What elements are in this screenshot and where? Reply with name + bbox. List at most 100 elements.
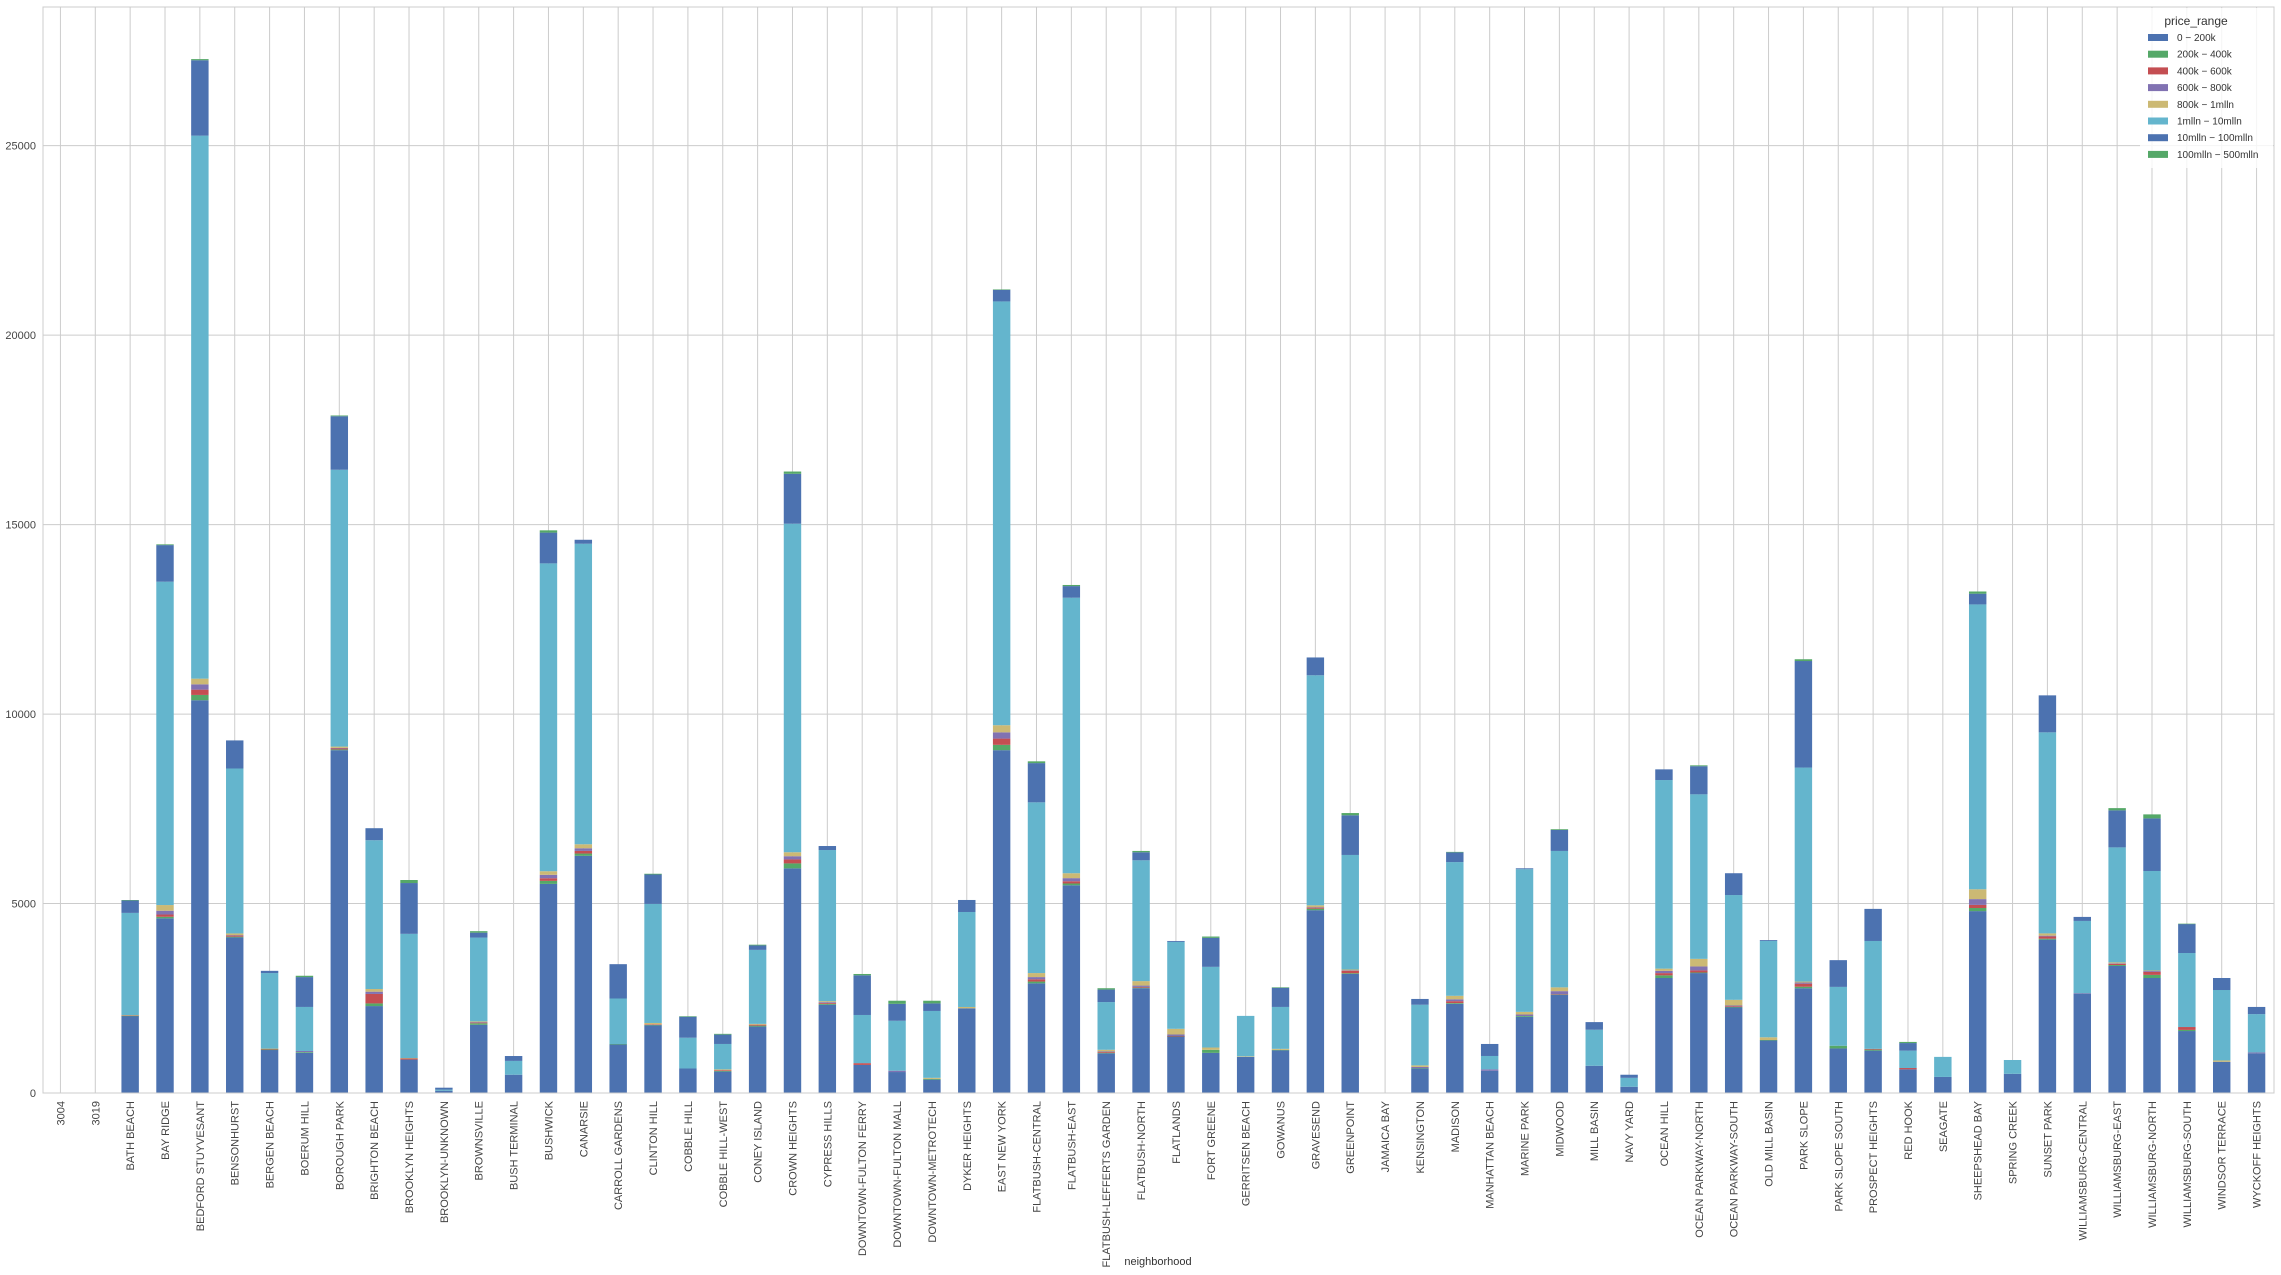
legend-label: 600k − 800k [2177,83,2233,94]
x-tick-label: WILLIAMSBURG-EAST [2112,1101,2124,1218]
legend-label: 1mlln − 10mlln [2177,117,2242,128]
bar-segment-5 [539,563,558,872]
bar-segment-0 [470,1024,488,1093]
bar-segment-0 [1271,1050,1290,1093]
x-tick-label: SEAGATE [1938,1101,1950,1152]
x-tick-label: DOWNTOWN-FULTON FERRY [857,1100,869,1256]
bar-segment-1 [1724,1007,1743,1008]
bar-segment-2 [1167,1036,1185,1037]
bar-segment-1 [2178,1029,2196,1032]
bar-segment-6 [2178,924,2196,954]
bar-segment-5 [1027,802,1046,974]
bar-segment-5 [400,933,418,1059]
x-tick-label: BROOKLYN-UNKNOWN [439,1101,451,1223]
bar-segment-7 [470,931,488,933]
bar-segment-2 [539,878,558,881]
bar-segment-0 [156,918,174,1093]
bar-segment-0 [295,1052,314,1093]
bar-segment-5 [2178,953,2196,1028]
x-tick-label: BROOKLYN HEIGHTS [404,1101,416,1213]
bar-segment-0 [1864,1050,1882,1093]
x-tick-label: JAMAICA BAY [1380,1100,1392,1172]
bar-segment-2 [992,738,1011,745]
bar-segment-2 [400,1058,418,1060]
bar-segment-0 [818,1004,837,1093]
bar-segment-4 [539,871,558,875]
bar-segment-0 [714,1071,732,1093]
bar-segment-0 [2038,939,2057,1093]
bar-segment-1 [539,880,558,884]
bar-segment-0 [1132,988,1150,1093]
bar-segment-1 [1411,1068,1429,1069]
x-tick-label: BEDFORD STUYVESANT [195,1101,207,1231]
legend-swatch [2148,150,2168,158]
bar-segment-0 [1167,1036,1185,1093]
bar-segment-5 [2143,870,2161,971]
bar-segment-5 [191,135,209,679]
bar-segment-6 [1794,661,1813,768]
bar-segment-1 [1829,1045,1847,1049]
bar-segment-0 [679,1068,697,1093]
bar-segment-4 [1062,873,1081,879]
bar-segment-2 [2143,971,2161,975]
bar-segment-7 [992,289,1011,290]
bar-segment-5 [2073,920,2091,994]
bar-segment-7 [1062,584,1081,587]
bar-segment-5 [226,768,244,934]
bar-segment-5 [260,973,279,1049]
bar-segment-7 [1690,765,1708,767]
bar-segment-1 [1515,1016,1534,1017]
bar-segment-1 [1446,1003,1464,1004]
bar-segment-5 [958,911,976,1007]
bar-segment-1 [1027,981,1046,984]
bar-segment-7 [679,1016,697,1017]
bar-segment-2 [226,935,244,937]
x-tick-label: 3004 [55,1101,67,1125]
bar-segment-5 [923,1010,941,1078]
x-tick-label: WILLIAMSBURG-SOUTH [2182,1101,2194,1228]
legend-label: 200k − 400k [2177,50,2233,61]
bar-segment-0 [609,1044,627,1093]
legend-swatch [2148,34,2168,41]
bar-segment-4 [1411,1065,1429,1067]
bar-segment-2 [783,859,802,864]
x-tick-label: MADISON [1450,1101,1462,1152]
bar-segment-2 [574,850,593,854]
bar-segment-3 [1306,907,1325,908]
bar-segment-0 [2108,965,2126,1093]
bar-segment-0 [330,750,349,1093]
bar-segment-4 [1097,1049,1115,1052]
legend-swatch [2148,134,2168,142]
bar-segment-6 [1202,937,1220,967]
bar-segment-6 [539,532,558,564]
bar-segment-5 [1132,860,1150,982]
bar-segment-6 [1097,989,1115,1003]
bar-segment-0 [1899,1069,1917,1093]
bar-segment-5 [992,301,1011,726]
bar-segment-0 [1655,977,1673,1093]
x-tick-label: DYKER HEIGHTS [962,1101,974,1191]
bar-segment-2 [1027,979,1046,982]
bar-segment-3 [226,935,244,936]
bar-segment-0 [1446,1003,1464,1093]
x-tick-label: BRIGHTON BEACH [369,1101,381,1200]
x-tick-label: BAY RIDGE [160,1101,172,1160]
bar-segment-5 [1934,1056,1952,1077]
bar-segment-0 [1794,988,1813,1093]
bar-segment-6 [748,945,767,950]
bar-segment-4 [121,1015,139,1016]
bar-segment-6 [260,970,279,974]
bar-segment-4 [1202,1047,1220,1050]
bar-segment-2 [748,1024,767,1026]
bar-segment-3 [470,1022,488,1023]
bar-segment-5 [818,850,837,1002]
bar-segment-3 [2143,970,2161,972]
bar-segment-6 [295,977,314,1007]
bar-segment-5 [1062,597,1081,874]
bar-segment-5 [644,903,662,1023]
bar-segment-1 [818,1003,837,1005]
bar-segment-0 [1759,1040,1778,1093]
bar-segment-6 [470,932,488,938]
bar-segment-5 [2108,847,2126,963]
bar-segment-0 [2143,977,2161,1093]
